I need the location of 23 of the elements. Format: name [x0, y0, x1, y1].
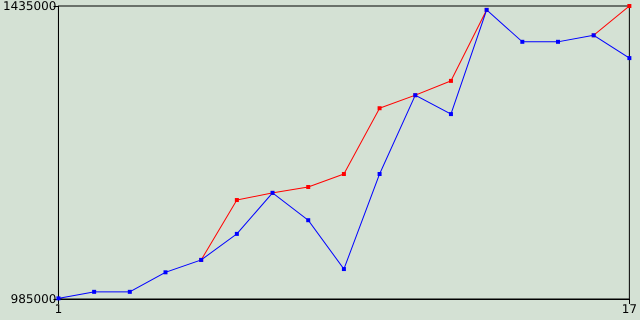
- point: [448, 112, 453, 116]
- point: [234, 232, 239, 236]
- point: [627, 56, 632, 60]
- point: [128, 290, 132, 294]
- point: [163, 270, 168, 274]
- point: [378, 106, 382, 110]
- point: [342, 267, 346, 272]
- point: [92, 290, 96, 294]
- point: [627, 4, 632, 8]
- y-tick-label: 1435000: [2, 0, 56, 13]
- point: [342, 172, 346, 176]
- x-tick-label: 1: [54, 302, 62, 316]
- x-tick-label: 17: [622, 302, 638, 316]
- point: [448, 78, 453, 83]
- line-series: [56, 8, 632, 300]
- point: [378, 172, 382, 176]
- point: [234, 198, 239, 202]
- y-tick-label: 985000: [10, 292, 56, 306]
- point: [56, 296, 60, 300]
- point: [520, 40, 524, 44]
- point: [306, 218, 310, 222]
- point: [306, 185, 310, 190]
- point: [556, 40, 560, 44]
